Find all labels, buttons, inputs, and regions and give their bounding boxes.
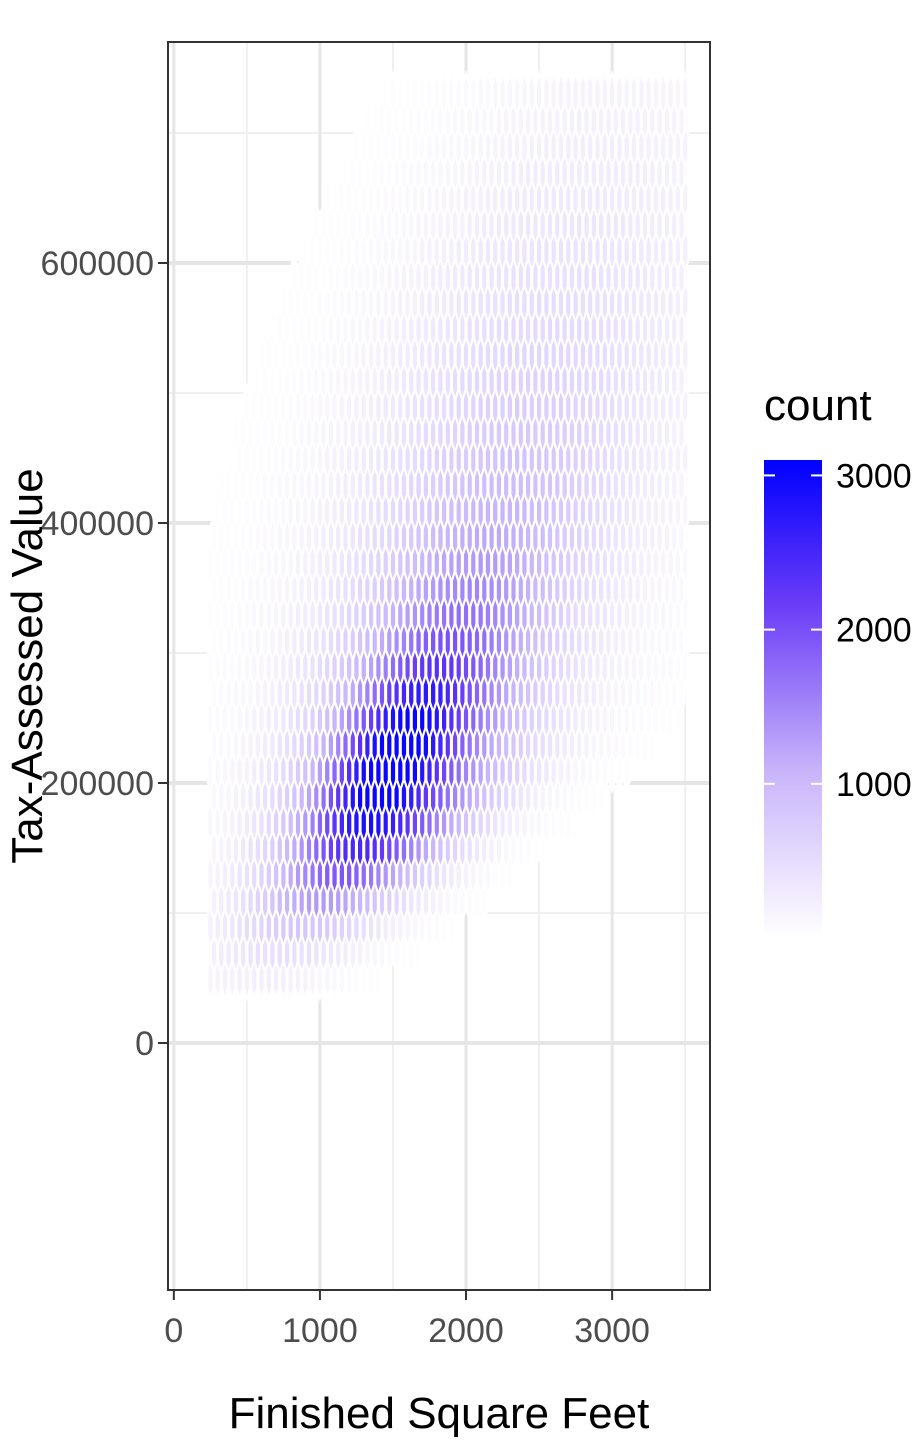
hex-cell [242,382,252,430]
hex-cell [425,70,434,118]
hex-cell [410,70,420,118]
hex-cell [658,70,668,118]
hex-cell [556,70,566,118]
hex-cell [217,460,226,508]
hex-cell [322,174,332,222]
hex-cell [578,70,588,118]
hex-cell [432,70,442,118]
hex-cell [290,252,299,300]
hex-cell [301,226,310,274]
hex-cell [439,70,449,118]
hex-cell [534,70,544,118]
x-tick-label: 3000 [574,1312,650,1350]
hex-cell [651,70,661,118]
hex-cell [571,70,580,118]
hex-cell [644,70,654,118]
x-axis-title: Finished Square Feet [229,1389,650,1438]
hex-cell [396,70,405,118]
hex-cell [680,70,690,118]
hex-cell [341,148,350,196]
x-axis: 0 1000 2000 3000 [164,1290,650,1350]
hex-cell [520,70,529,118]
hex-cell [615,70,624,118]
hex-cell [490,70,500,118]
hex-cell [257,330,266,378]
legend: count 1000 2000 3000 [764,381,912,938]
hex-cell [447,70,456,118]
y-tick-label: 0 [135,1025,154,1063]
hex-cell [527,70,537,118]
hexbin-cells [206,70,690,1002]
legend-tick-label: 1000 [836,766,912,804]
hex-cell [563,70,573,118]
hex-cell [231,408,241,456]
hex-cell [512,70,522,118]
hex-cell [388,70,398,118]
hex-cell [636,70,646,118]
legend-tick-label: 3000 [836,457,912,495]
hex-cell [381,70,390,118]
hex-cell [673,70,683,118]
hex-cell [461,70,471,118]
legend-title: count [764,381,872,430]
hex-cell [600,70,610,118]
hex-cell [585,70,595,118]
hex-cell [622,70,632,118]
hex-cell [549,70,559,118]
y-axis: 0 200000 400000 600000 [41,245,168,1063]
hex-cell [542,70,551,118]
hex-cell [666,70,675,118]
hex-cell [469,70,478,118]
plot-border [167,41,711,1291]
y-tick-label: 200000 [41,765,154,803]
hex-cell [403,70,412,118]
hex-cell [330,174,339,222]
legend-tick-label: 2000 [836,612,912,650]
hex-cell [370,96,379,144]
hex-cell [607,70,617,118]
legend-colorbar [764,460,822,938]
hex-cell [352,122,361,170]
hex-cell [483,70,493,118]
hex-cell [268,304,277,352]
hex-cell [312,200,321,248]
hex-cell [454,70,463,118]
hex-cell [476,70,485,118]
hex-cell [363,96,372,144]
hex-cell [505,70,515,118]
hex-cell [498,70,507,118]
legend-ticks: 1000 2000 3000 [764,457,912,804]
hex-cell [417,70,427,118]
hex-cell [593,70,602,118]
x-tick-label: 0 [164,1312,183,1350]
y-axis-title: Tax-Assessed Value [3,468,52,863]
x-tick-label: 1000 [282,1312,358,1350]
hex-cell [279,278,288,326]
y-tick-label: 400000 [41,505,154,543]
hex-cell [629,70,639,118]
x-tick-label: 2000 [428,1312,504,1350]
y-tick-label: 600000 [41,245,154,283]
